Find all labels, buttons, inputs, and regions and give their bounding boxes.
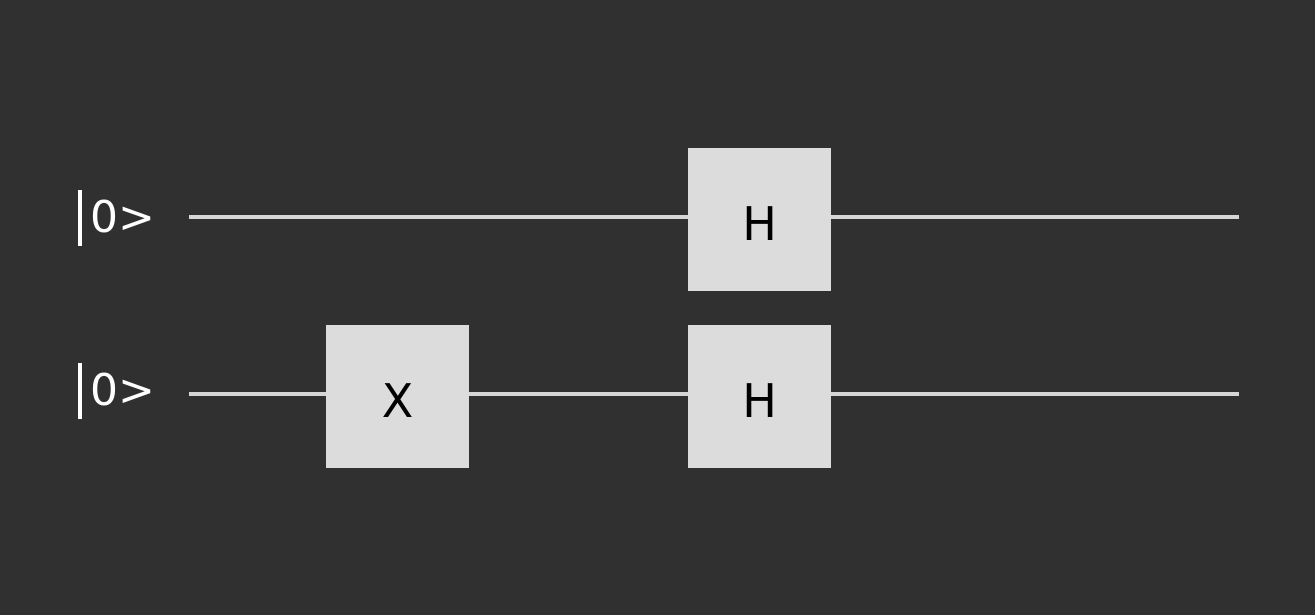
gate-h-qubit-0[interactable]: H <box>688 148 831 291</box>
gate-label: H <box>742 373 777 428</box>
gate-label: H <box>742 196 777 251</box>
ket-bar <box>78 190 82 246</box>
qubit-state-text: 0> <box>90 365 155 416</box>
ket-bar <box>78 363 82 419</box>
qubit-label-1: 0> <box>78 363 155 419</box>
qubit-state-text: 0> <box>90 192 155 243</box>
gate-h-qubit-1[interactable]: H <box>688 325 831 468</box>
gate-x-qubit-1[interactable]: X <box>326 325 469 468</box>
gate-label: X <box>381 373 414 428</box>
qubit-label-0: 0> <box>78 190 155 246</box>
